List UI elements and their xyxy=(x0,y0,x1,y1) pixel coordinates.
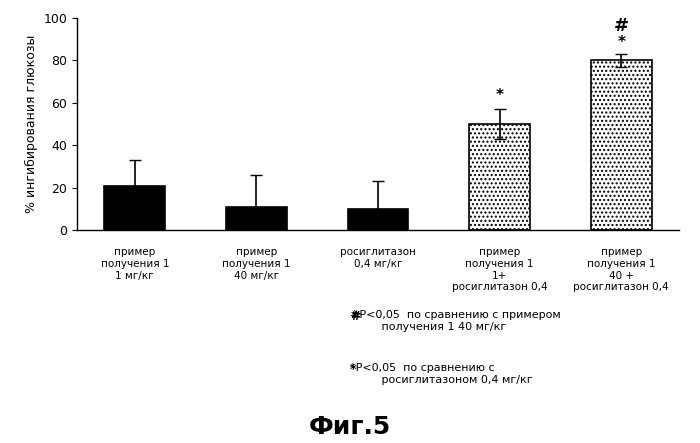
Text: пример
получения 1
1 мг/кг: пример получения 1 1 мг/кг xyxy=(101,247,169,280)
Text: *P<0,05  по сравнению с
         росиглитазоном 0,4 мг/кг: *P<0,05 по сравнению с росиглитазоном 0,… xyxy=(350,363,533,385)
Text: пример
получения 1
1+
росиглитазон 0,4: пример получения 1 1+ росиглитазон 0,4 xyxy=(452,247,547,292)
Text: #: # xyxy=(614,17,629,35)
Text: пример
получения 1
40 мг/кг: пример получения 1 40 мг/кг xyxy=(222,247,290,280)
Text: пример
получения 1
40 +
росиглитазон 0,4: пример получения 1 40 + росиглитазон 0,4 xyxy=(573,247,669,292)
Bar xyxy=(226,207,287,230)
Text: #: # xyxy=(350,310,360,323)
Y-axis label: % ингибирования глюкозы: % ингибирования глюкозы xyxy=(25,35,38,213)
Text: *: * xyxy=(496,88,503,103)
Text: *: * xyxy=(350,363,356,376)
Bar xyxy=(348,209,408,230)
Text: росиглитазон
0,4 мг/кг: росиглитазон 0,4 мг/кг xyxy=(340,247,416,269)
Text: *: * xyxy=(617,35,625,50)
Bar xyxy=(104,186,165,230)
Bar xyxy=(591,60,652,230)
Text: #P<0,05  по сравнению с примером
         получения 1 40 мг/кг: #P<0,05 по сравнению с примером получени… xyxy=(350,310,561,332)
Text: Фиг.5: Фиг.5 xyxy=(309,415,391,439)
Bar xyxy=(469,124,530,230)
